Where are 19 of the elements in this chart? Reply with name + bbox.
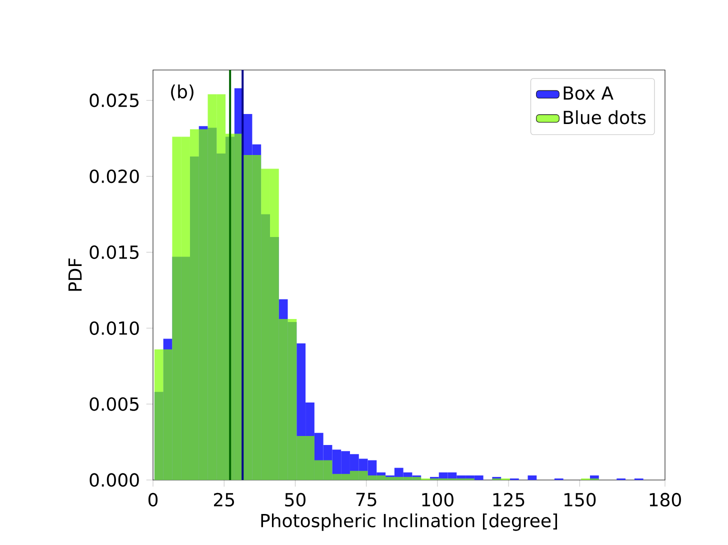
x-tick-label: 50 bbox=[285, 492, 306, 507]
y-tick-label: 0.020 bbox=[90, 169, 139, 184]
x-tick-label: 25 bbox=[214, 492, 234, 507]
x-tick-label: 150 bbox=[564, 492, 596, 507]
annotation: (b) bbox=[171, 84, 194, 101]
y-tick-label: 0.015 bbox=[90, 245, 138, 260]
x-tick-label: 125 bbox=[493, 492, 524, 507]
x-tick-label: 100 bbox=[422, 492, 454, 507]
legend-label: Box A bbox=[564, 86, 614, 100]
x-axis-title: Photospheric Inclination [degree] bbox=[261, 513, 558, 531]
y-tick-label: 0.005 bbox=[90, 397, 138, 411]
y-tick-label: 0.010 bbox=[90, 321, 139, 335]
legend-label: Blue dots bbox=[564, 110, 646, 124]
x-tick-label: 75 bbox=[356, 492, 376, 506]
x-tick-label: 0 bbox=[148, 492, 158, 507]
y-axis-title: PDF bbox=[68, 258, 82, 291]
y-tick-label: 0.025 bbox=[90, 94, 138, 108]
x-tick-label: 180 bbox=[650, 492, 681, 507]
y-tick-label: 0.000 bbox=[90, 473, 139, 487]
